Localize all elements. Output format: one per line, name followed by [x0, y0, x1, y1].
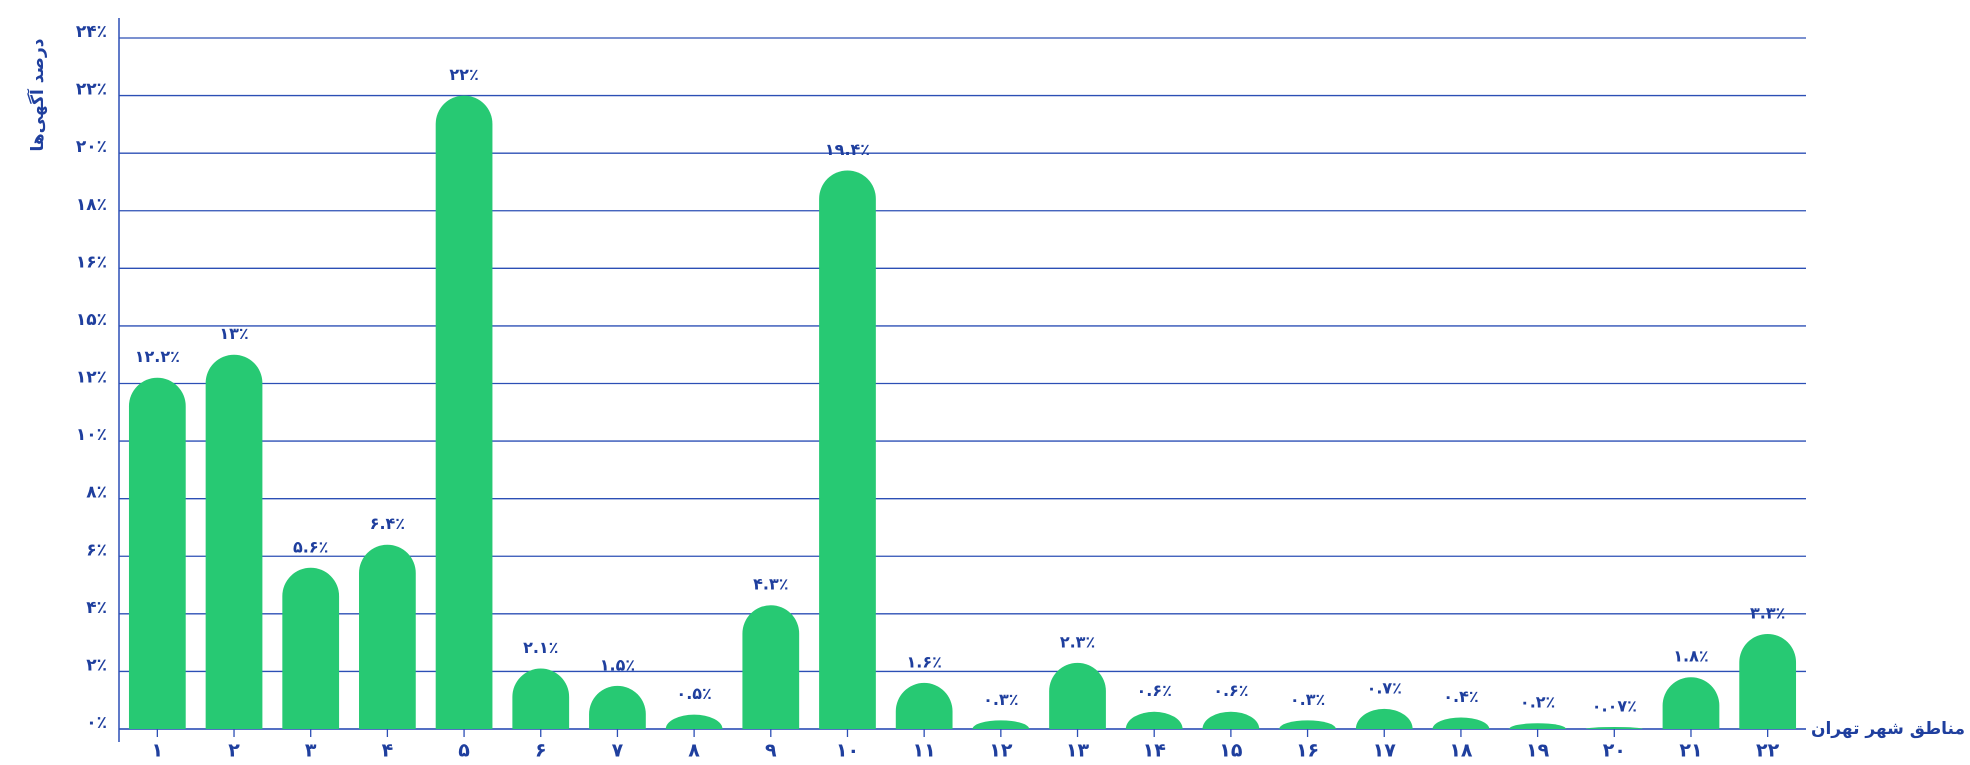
- y-tick-label: ۱۲٪: [76, 368, 107, 388]
- x-tick-label: ۱: [152, 740, 164, 762]
- value-label: ۱.۶٪: [906, 652, 941, 671]
- value-label: ۴.۳٪: [753, 575, 788, 594]
- bar: [1585, 726, 1643, 729]
- y-tick-label: ۱۵٪: [76, 310, 107, 330]
- bar: [1739, 633, 1797, 729]
- y-tick-label: ۸٪: [86, 483, 107, 503]
- bar: [1279, 720, 1336, 729]
- x-axis-title: مناطق شهر تهران: [1811, 719, 1965, 739]
- x-tick-label: ۳: [305, 740, 317, 762]
- bar: [972, 720, 1030, 729]
- x-tick-label: ۱۶: [1296, 740, 1319, 762]
- x-tick-label: ۹: [765, 740, 777, 762]
- x-tick-label: ۱۸: [1449, 740, 1473, 762]
- value-label: ۱۹.۴٪: [825, 140, 870, 159]
- value-label: ۲.۳٪: [1060, 632, 1095, 651]
- value-label: ۳.۳٪: [1750, 603, 1785, 622]
- y-tick-label: ۱۸٪: [76, 195, 107, 215]
- value-label: ۰.۲٪: [1520, 693, 1555, 712]
- x-tick-label: ۲۰: [1603, 740, 1626, 762]
- value-label: ۰.۵٪: [676, 684, 711, 703]
- bar: [589, 685, 646, 729]
- value-label: ۲۲٪: [449, 65, 478, 84]
- x-tick-label: ۱۵: [1219, 740, 1243, 762]
- bar: [512, 668, 570, 729]
- x-tick-label: ۱۲: [989, 740, 1013, 762]
- x-tick-label: ۱۴: [1143, 740, 1166, 762]
- x-tick-label: ۱۳: [1066, 740, 1090, 762]
- value-label: ۰.۶٪: [1137, 681, 1172, 700]
- value-label: ۱۲.۲٪: [135, 347, 180, 366]
- bar: [1509, 723, 1566, 729]
- bar: [282, 567, 340, 729]
- x-tick-label: ۱۹: [1526, 740, 1550, 762]
- bar: [1355, 708, 1413, 729]
- x-tick-label: ۸: [688, 740, 700, 762]
- value-label: ۵.۶٪: [293, 537, 328, 556]
- value-label: ۰.۳٪: [983, 690, 1018, 709]
- x-tick-label: ۷: [612, 740, 624, 762]
- x-tick-label: ۲۱: [1679, 740, 1702, 762]
- y-tick-label: ۶٪: [86, 540, 107, 560]
- value-label: ۰.۴٪: [1443, 687, 1478, 706]
- x-tick-label: ۴: [382, 740, 394, 762]
- y-tick-label: ۲۲٪: [76, 80, 107, 100]
- bar: [1049, 662, 1106, 729]
- bar: [205, 354, 263, 729]
- bar: [359, 544, 416, 729]
- bar: [895, 682, 953, 729]
- x-tick-label: ۲: [228, 740, 240, 762]
- bar: [665, 714, 723, 729]
- bar: [1125, 711, 1183, 729]
- y-tick-label: ۱۰٪: [76, 425, 107, 445]
- y-tick-label: ۱۶٪: [76, 252, 107, 272]
- y-tick-label: ۰٪: [86, 713, 107, 733]
- bar: [128, 377, 186, 729]
- bar: [742, 605, 800, 729]
- bar: [1202, 711, 1260, 729]
- x-tick-label: ۶: [535, 740, 547, 762]
- bar: [435, 95, 493, 730]
- value-label: ۰.۳٪: [1290, 690, 1325, 709]
- value-label: ۱۳٪: [219, 324, 248, 343]
- x-tick-label: ۱۰: [836, 740, 859, 762]
- bar: [819, 170, 876, 730]
- value-label: ۲.۱٪: [523, 638, 558, 657]
- y-axis-title: درصد آگهی‌ها: [26, 38, 48, 151]
- y-tick-label: ۲۰٪: [76, 137, 107, 157]
- x-tick-label: ۱۷: [1373, 740, 1397, 762]
- y-tick-label: ۲٪: [86, 655, 107, 675]
- value-label: ۰.۶٪: [1213, 681, 1248, 700]
- bar: [1432, 717, 1490, 729]
- value-label: ۶.۴٪: [370, 514, 405, 533]
- x-tick-label: ۱۱: [913, 740, 936, 762]
- value-label: ۰.۷٪: [1367, 678, 1402, 697]
- x-tick-label: ۵: [458, 740, 470, 762]
- y-tick-label: ۲۴٪: [76, 22, 107, 42]
- value-label: ۱.۵٪: [600, 655, 635, 674]
- value-label: ۰.۰۷٪: [1592, 696, 1637, 715]
- y-tick-label: ۴٪: [86, 598, 107, 618]
- bar: [1662, 677, 1720, 729]
- x-tick-label: ۲۲: [1756, 740, 1780, 762]
- value-label: ۱.۸٪: [1673, 647, 1708, 666]
